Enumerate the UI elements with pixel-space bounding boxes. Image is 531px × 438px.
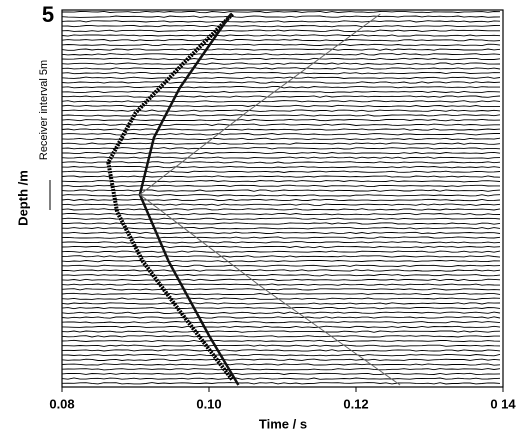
trace [61,128,501,131]
trace [61,297,501,300]
trace [61,118,501,122]
trace [61,180,501,183]
trace [61,377,501,380]
trace [61,382,501,385]
x-tick-label: 0 14 [490,396,516,411]
trace [61,133,500,136]
trace [61,278,501,282]
trace [61,62,501,65]
trace [61,104,500,108]
plot-frame [61,9,504,388]
trace [61,372,501,376]
trace [61,24,501,28]
trace [61,100,501,103]
trace [61,212,501,216]
trace [61,368,501,371]
trace [61,264,501,267]
trace [61,109,501,112]
trace [61,114,501,117]
trace [61,53,501,56]
trace [61,20,501,23]
trace [61,236,501,239]
y-axis-label: Depth /m [15,170,30,226]
trace [61,339,501,343]
arrival-curve [139,13,401,386]
trace [62,10,501,14]
trace [61,217,501,220]
x-axis-label: Time / s [259,416,307,431]
trace [61,156,501,159]
trace-background [61,10,501,385]
trace [61,358,501,361]
trace [61,335,500,338]
trace [61,81,501,84]
trace [61,123,500,126]
trace [61,142,501,145]
trace [61,184,500,188]
trace [61,250,501,253]
annotation: Receiver interval 5m [38,60,50,160]
trace [61,321,501,324]
trace [61,95,501,98]
trace [61,170,501,173]
trace [61,245,501,249]
trace [61,161,501,164]
trace [61,76,501,79]
trace [61,57,501,61]
trace [61,231,501,235]
trace [61,147,501,150]
trace [61,175,501,178]
trace [61,203,501,206]
trace [61,349,501,352]
trace [61,292,501,296]
x-tick-label: 0.12 [343,396,368,411]
trace [61,194,501,197]
trace [61,259,501,263]
y-tick-label: 5 [42,2,54,27]
trace [61,274,501,277]
trace [61,34,501,37]
trace [61,241,501,244]
trace [61,363,501,366]
trace [61,255,501,258]
trace [61,353,501,357]
trace [62,222,501,225]
trace [61,15,501,18]
trace [61,208,501,211]
trace [61,43,501,47]
trace [61,39,501,42]
trace [61,48,501,51]
trace [61,71,501,75]
x-tick-label: 0.10 [196,396,221,411]
x-tick-label: 0.08 [49,396,74,411]
trace [61,189,501,192]
trace [61,306,501,310]
arrival-curve [138,13,240,386]
trace [61,29,500,32]
trace [61,151,501,155]
trace [61,283,501,286]
trace [61,288,501,291]
trace [62,344,501,347]
trace [61,137,501,141]
trace [61,316,501,319]
arrival-curve [106,12,235,382]
trace [61,90,501,94]
trace [61,227,501,230]
trace [61,311,501,314]
trace [61,165,501,169]
trace [61,330,501,333]
trace [61,269,501,272]
trace [61,198,501,202]
trace [61,302,501,305]
trace [61,325,501,329]
trace [61,67,501,70]
